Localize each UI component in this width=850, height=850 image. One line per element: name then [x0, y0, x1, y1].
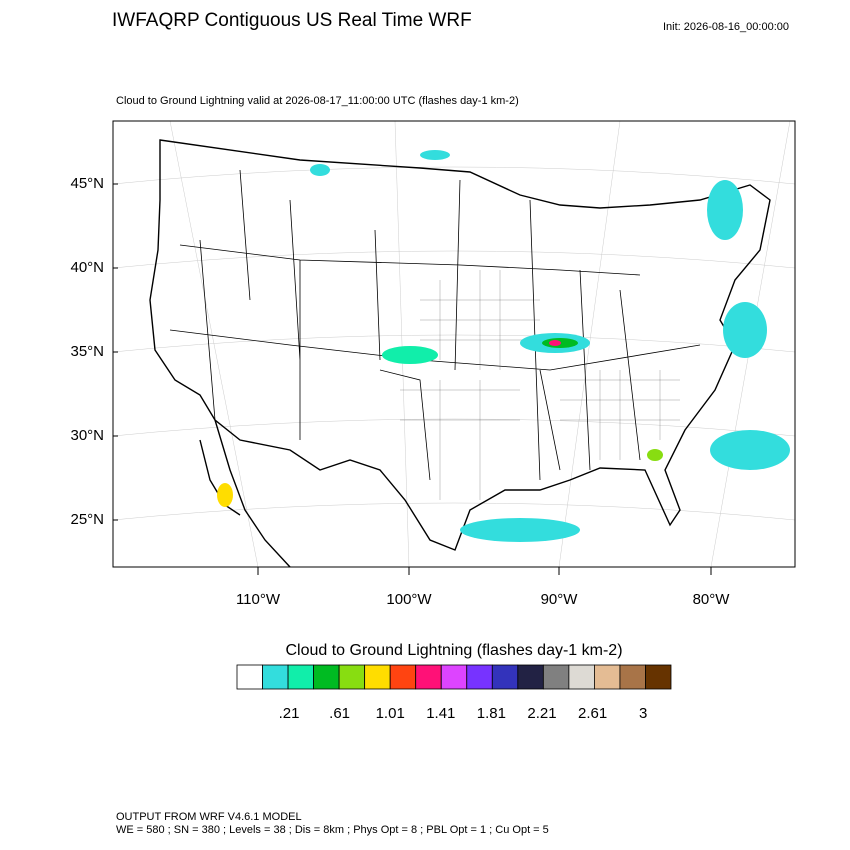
- colorbar-box: [313, 664, 340, 690]
- colorbar-label: 1.81: [477, 705, 506, 722]
- map-frame: [112, 120, 796, 568]
- lat-label: 30°N: [70, 427, 104, 444]
- colorbar-label: 2.21: [527, 705, 556, 722]
- colorbar-box: [645, 664, 672, 690]
- colorbar-box: [364, 664, 391, 690]
- lat-labels: 45°N 40°N 35°N 30°N 25°N: [70, 175, 118, 528]
- colorbar-box: [619, 664, 646, 690]
- colorbar-box: [262, 664, 289, 690]
- lat-label: 35°N: [70, 343, 104, 360]
- colorbar-box: [466, 664, 493, 690]
- lon-label: 90°W: [541, 591, 579, 608]
- colorbar-box: [568, 664, 595, 690]
- colorbar-label: 2.61: [578, 705, 607, 722]
- colorbar-title: Cloud to Ground Lightning (flashes day-1…: [285, 642, 622, 659]
- subtitle: Cloud to Ground Lightning valid at 2026-…: [116, 95, 519, 107]
- colorbar-label: 3: [639, 705, 647, 722]
- title: IWFAQRP Contiguous US Real Time WRF: [112, 10, 472, 31]
- lightning-cells: [217, 150, 790, 542]
- lat-label: 25°N: [70, 511, 104, 528]
- colorbar-box: [440, 664, 468, 690]
- lat-label: 45°N: [70, 175, 104, 192]
- colorbar-box: [236, 664, 263, 690]
- map: [112, 120, 796, 568]
- graticule: [112, 120, 796, 568]
- lat-label: 40°N: [70, 259, 104, 276]
- colorbar-box: [338, 664, 366, 690]
- colorbar-label: .61: [329, 705, 350, 722]
- colorbar-label: 1.41: [426, 705, 455, 722]
- footer-line: WE = 580 ; SN = 380 ; Levels = 38 ; Dis …: [116, 824, 549, 836]
- colorbar-box: [594, 664, 621, 690]
- colorbar-box: [491, 664, 519, 690]
- colorbar-box: [287, 664, 314, 690]
- lon-labels: 110°W 100°W 90°W 80°W: [236, 567, 730, 608]
- lon-label: 80°W: [693, 591, 731, 608]
- colorbar-box: [542, 664, 570, 690]
- us-outline: [149, 139, 771, 551]
- footer-line: OUTPUT FROM WRF V4.6.1 MODEL: [116, 811, 302, 823]
- colorbar-box: [415, 664, 442, 690]
- colorbar: .21 .61 1.01 1.41 1.81 2.21 2.61 3: [236, 664, 672, 722]
- colorbar-label: .21: [279, 705, 300, 722]
- colorbar-box: [389, 664, 417, 690]
- lon-label: 110°W: [236, 591, 281, 608]
- init-time: Init: 2026-08-16_00:00:00: [663, 21, 789, 33]
- county-lines: [400, 270, 680, 500]
- colorbar-label: 1.01: [376, 705, 405, 722]
- colorbar-box: [517, 664, 544, 690]
- lon-label: 100°W: [386, 591, 432, 608]
